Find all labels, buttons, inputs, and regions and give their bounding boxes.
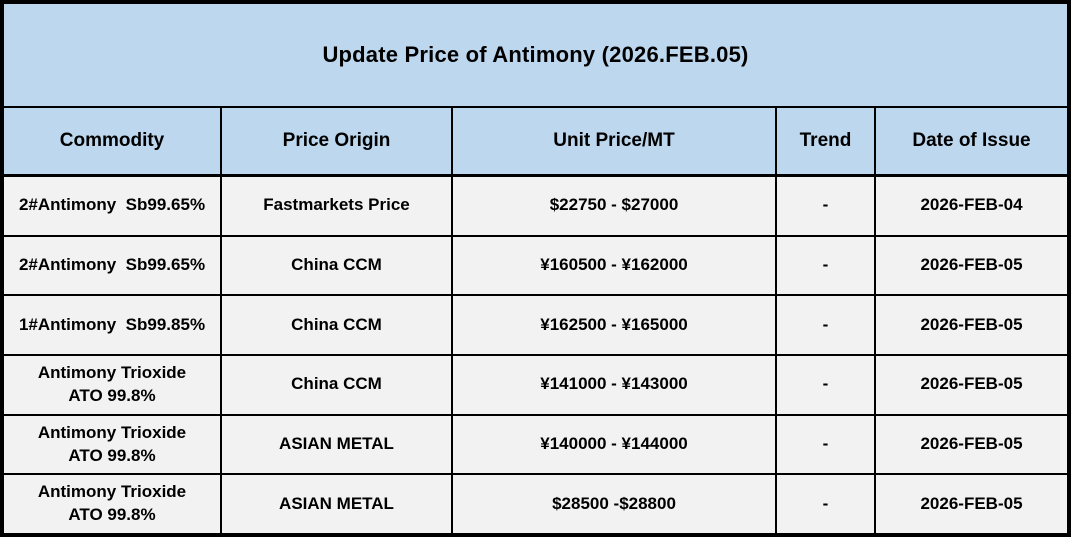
- unit-price-cell: $22750 - $27000: [453, 177, 777, 235]
- price-origin-cell: ASIAN METAL: [222, 415, 453, 474]
- price-origin-cell: China CCM: [222, 296, 453, 355]
- date-of-issue-cell: 2026-FEB-05: [920, 255, 1023, 275]
- column-header-trend: Trend: [777, 108, 876, 174]
- unit-price-cell: ¥141000 - ¥143000: [453, 356, 777, 414]
- table-row: Antimony Trioxide ATO 99.8% ASIAN METAL …: [4, 475, 1067, 534]
- trend-cell: -: [777, 296, 876, 355]
- date-of-issue-cell: 2026-FEB-05: [920, 434, 1023, 454]
- commodity-cell: Antimony Trioxide ATO 99.8%: [4, 475, 222, 534]
- price-origin-cell: Fastmarkets Price: [222, 177, 453, 235]
- date-of-issue-cell: 2026-FEB-05: [920, 493, 1023, 513]
- unit-price-cell: ¥140000 - ¥144000: [453, 415, 777, 474]
- price-origin-cell: China CCM: [222, 236, 453, 295]
- date-of-issue-cell: 2026-FEB-05: [920, 314, 1023, 334]
- table-row: 2#Antimony Sb99.65% China CCM ¥160500 - …: [4, 236, 1067, 297]
- unit-price-cell: $28500 -$28800: [453, 475, 777, 534]
- column-header-date-of-issue: Date of Issue: [912, 130, 1031, 152]
- trend-cell: -: [777, 356, 876, 414]
- date-of-issue-cell: 2026-FEB-05: [920, 374, 1023, 394]
- commodity-cell: Antimony Trioxide ATO 99.8%: [4, 415, 222, 474]
- commodity-cell: 2#Antimony Sb99.65%: [4, 236, 222, 295]
- column-header-price-origin: Price Origin: [222, 108, 453, 174]
- unit-price-cell: ¥162500 - ¥165000: [453, 296, 777, 355]
- table-row: Antimony Trioxide ATO 99.8% ASIAN METAL …: [4, 415, 1067, 476]
- column-header-commodity: Commodity: [4, 108, 222, 174]
- trend-cell: -: [777, 475, 876, 534]
- price-origin-cell: China CCM: [222, 356, 453, 414]
- trend-cell: -: [777, 236, 876, 295]
- table-row: 1#Antimony Sb99.85% China CCM ¥162500 - …: [4, 296, 1067, 357]
- page-title: Update Price of Antimony (2026.FEB.05): [322, 42, 749, 67]
- commodity-cell: 2#Antimony Sb99.65%: [4, 177, 222, 235]
- trend-cell: -: [777, 415, 876, 474]
- commodity-cell: 1#Antimony Sb99.85%: [4, 296, 222, 355]
- table-row: Antimony Trioxide ATO 99.8% China CCM ¥1…: [4, 356, 1067, 416]
- unit-price-cell: ¥160500 - ¥162000: [453, 236, 777, 295]
- price-origin-cell: ASIAN METAL: [222, 475, 453, 534]
- date-of-issue-cell: 2026-FEB-04: [920, 195, 1023, 215]
- table-title-row: Update Price of Antimony (2026.FEB.05): [4, 4, 1067, 108]
- commodity-cell: Antimony Trioxide ATO 99.8%: [4, 356, 222, 414]
- table-row: 2#Antimony Sb99.65% Fastmarkets Price $2…: [4, 177, 1067, 237]
- table-header-row: Commodity Price Origin Unit Price/MT Tre…: [4, 108, 1067, 177]
- trend-cell: -: [777, 177, 876, 235]
- column-header-unit-price: Unit Price/MT: [453, 108, 777, 174]
